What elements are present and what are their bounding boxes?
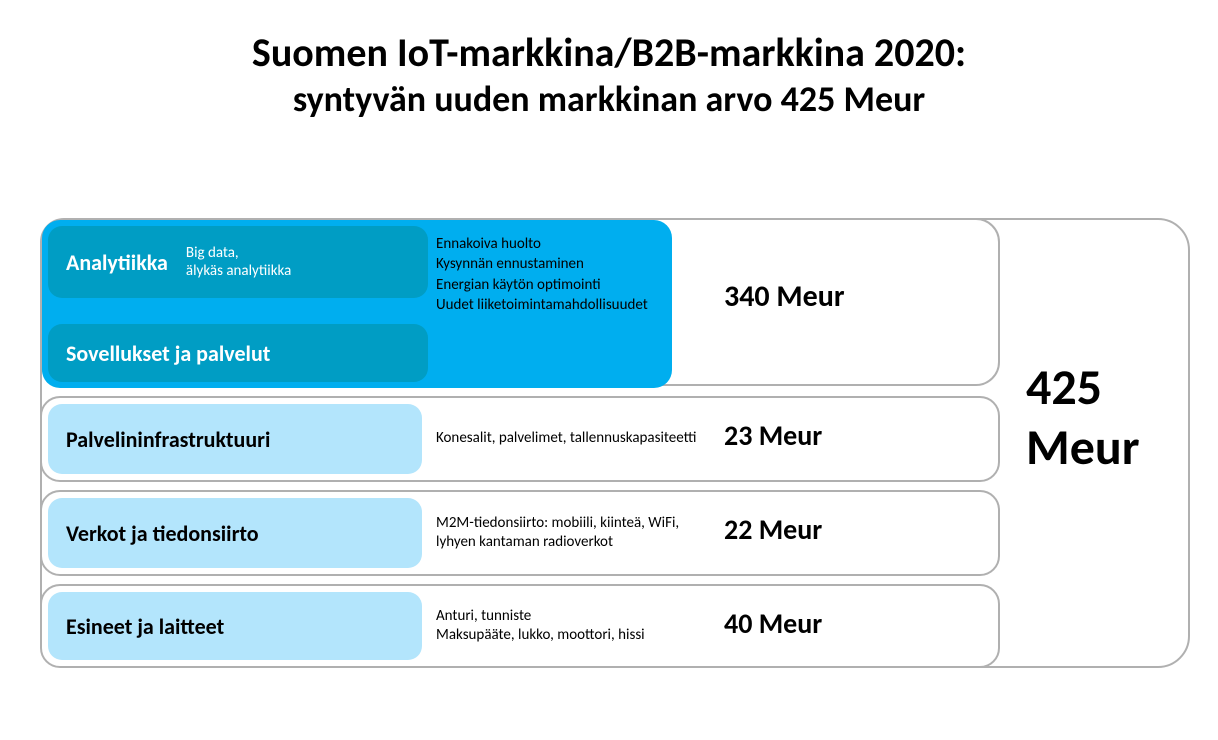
total: 425 Meur <box>1026 358 1176 478</box>
total-value: 425 <box>1026 357 1102 418</box>
analytiikka-title: Analytiikka <box>66 249 168 276</box>
desc-palvelininfra: Konesalit, palvelimet, tallennuskapasite… <box>436 398 706 480</box>
bar-esineet: Esineet ja laitteet <box>48 592 422 660</box>
diagram: Analytiikka Big data, älykäs analytiikka… <box>40 218 1190 668</box>
total-unit: Meur <box>1026 417 1139 478</box>
desc-verkot: M2M-tiedonsiirto: mobiili, kiinteä, WiFi… <box>436 492 706 574</box>
row-palvelininfra: Palvelininfrastruktuuri Konesalit, palve… <box>40 396 1000 482</box>
title-line2: syntyvän uuden markkinan arvo 425 Meur <box>0 77 1218 121</box>
row-esineet: Esineet ja laitteet Anturi, tunniste Mak… <box>40 584 1000 668</box>
row-top: Analytiikka Big data, älykäs analytiikka… <box>40 218 1000 386</box>
desc-esineet: Anturi, tunniste Maksupääte, lukko, moot… <box>436 586 706 666</box>
analytiikka-sub: Big data, älykäs analytiikka <box>186 244 291 280</box>
top-examples: Ennakoiva huolto Kysynnän ennustaminen E… <box>436 234 660 315</box>
value-palvelininfra: 23 Meur <box>724 398 822 480</box>
value-verkot: 22 Meur <box>724 492 822 574</box>
bar-verkot: Verkot ja tiedonsiirto <box>48 498 422 568</box>
value-esineet: 40 Meur <box>724 586 822 666</box>
sovellukset-title: Sovellukset ja palvelut <box>66 340 270 367</box>
title-block: Suomen IoT-markkina/B2B-markkina 2020: s… <box>0 0 1218 121</box>
bar-sovellukset: Sovellukset ja palvelut <box>48 324 428 382</box>
title-line1: Suomen IoT-markkina/B2B-markkina 2020: <box>0 28 1218 77</box>
bar-palvelininfra: Palvelininfrastruktuuri <box>48 404 422 474</box>
row-verkot: Verkot ja tiedonsiirto M2M-tiedonsiirto:… <box>40 490 1000 576</box>
value-top: 340 Meur <box>724 278 844 315</box>
bar-analytiikka: Analytiikka Big data, älykäs analytiikka <box>48 226 428 298</box>
